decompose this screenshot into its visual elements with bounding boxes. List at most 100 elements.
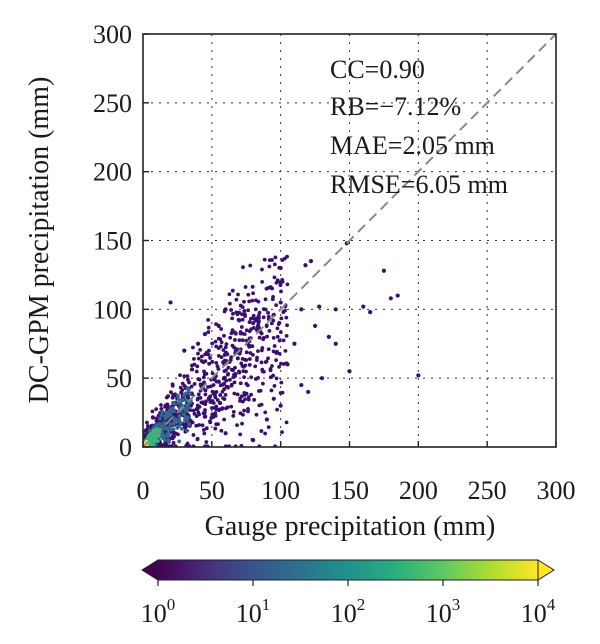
data-point [235,423,239,428]
data-point [203,408,207,412]
data-point [201,375,206,380]
data-point [277,351,282,356]
data-point [212,405,217,410]
data-point [146,424,150,428]
data-point [280,390,285,395]
data-point [284,334,289,338]
data-point [274,376,279,381]
data-point [208,394,213,399]
data-point [233,330,237,335]
data-point [196,351,200,356]
data-point [223,431,228,436]
data-point [238,330,243,334]
data-point [248,263,253,268]
data-point [283,308,287,313]
data-point [247,299,252,304]
data-point [160,434,165,439]
data-point [208,400,213,404]
data-point [326,334,331,339]
data-point [221,348,226,352]
data-point [190,367,195,372]
data-point [266,356,270,361]
data-point [247,357,252,361]
data-point [225,384,230,389]
data-point [237,370,242,375]
data-point [260,369,265,374]
data-point [229,383,234,388]
data-point [267,264,272,269]
data-point [234,297,239,302]
data-point [143,435,147,439]
data-point [154,407,159,412]
data-point [196,410,201,415]
data-point [279,380,284,385]
data-point [256,323,261,327]
data-point [240,356,245,361]
data-point [259,360,264,365]
data-point [221,396,225,401]
data-point [238,432,243,437]
data-point [206,318,211,322]
data-point [242,393,247,397]
data-point [253,364,258,369]
data-point [223,392,228,397]
data-point [268,285,273,289]
data-point [185,394,190,399]
data-point [251,352,255,357]
data-point [202,332,208,337]
data-point [312,323,318,328]
data-point [226,372,231,376]
data-point [285,362,290,367]
data-point [166,414,170,419]
data-point [239,325,244,329]
data-point [263,431,267,436]
data-point [285,282,290,287]
data-point [208,356,213,360]
data-point [256,299,261,304]
data-point [241,265,245,270]
data-point [271,294,275,299]
y-tick-labels: 0 50 100 150 200 250 300 [93,20,132,462]
data-point [237,318,242,323]
y-axis-title: DC-GPM precipitation (mm) [24,77,55,404]
data-point [259,429,264,433]
data-point [185,374,190,379]
data-point [280,430,284,435]
data-point [145,436,150,441]
data-point [251,291,255,296]
x-tick-label: 250 [468,476,507,505]
y-tick-label: 250 [93,89,132,118]
data-point [196,392,201,397]
data-point [163,415,168,420]
data-point [178,373,182,378]
data-point [275,326,280,331]
data-point [271,336,276,340]
data-point [218,344,223,349]
data-point [235,392,240,397]
data-point [231,413,236,418]
data-point [299,382,304,388]
data-point [225,352,230,357]
data-point [229,355,234,360]
axis-ticks [142,33,557,448]
data-point [202,369,206,374]
data-point [306,389,311,395]
data-point [213,339,218,344]
data-point [177,417,181,422]
stat-rb: RB=−7.12% [330,92,461,121]
data-point [150,409,155,414]
data-point [278,330,283,335]
data-point [262,257,267,262]
data-point [224,342,229,347]
data-point [210,389,215,394]
data-point [212,377,217,382]
data-point [250,344,255,349]
data-point [268,375,273,380]
data-point [251,321,256,326]
data-point [285,323,289,328]
data-point [166,394,171,399]
data-point [244,350,249,355]
stats-box: CC=0.90 RB=−7.12% MAE=2.05 mm RMSE=6.05 … [330,55,508,199]
data-point [275,278,280,283]
data-point [227,377,232,382]
